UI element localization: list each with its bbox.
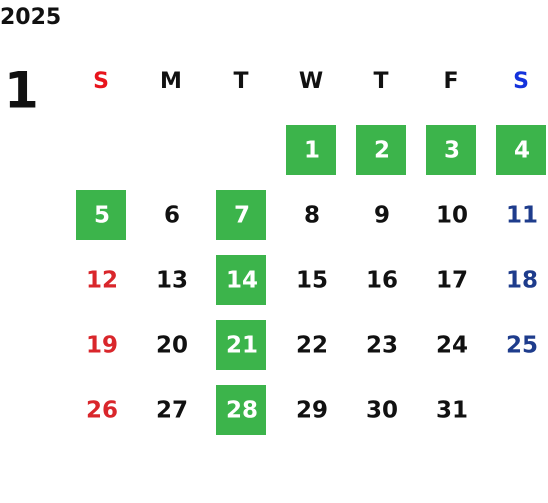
day-number: 23 (366, 333, 398, 359)
day-number: 17 (436, 268, 468, 294)
day-number: 2 (374, 138, 390, 164)
highlight-box (286, 125, 336, 175)
day-number: 25 (506, 333, 538, 359)
day-number: 21 (226, 333, 258, 359)
day-number: 13 (156, 268, 188, 294)
day-number: 20 (156, 333, 188, 359)
weekday-label: S (513, 69, 529, 94)
day-number: 15 (296, 268, 328, 294)
highlight-box (216, 255, 266, 305)
day-number: 5 (94, 203, 110, 229)
day-number: 8 (304, 203, 320, 229)
weekday-label: W (299, 69, 323, 94)
day-number: 16 (366, 268, 398, 294)
month: 1 (4, 62, 39, 120)
day-number: 14 (226, 268, 258, 294)
weekday-label: F (443, 69, 458, 94)
weekday-label: T (233, 69, 248, 94)
weekday-label: M (160, 69, 182, 94)
highlight-box (76, 190, 126, 240)
day-number: 30 (366, 398, 398, 424)
day-number: 31 (436, 398, 468, 424)
highlight-box (496, 125, 546, 175)
weekday-label: S (93, 69, 109, 94)
day-number: 22 (296, 333, 328, 359)
day-number: 28 (226, 398, 258, 424)
highlight-box (216, 190, 266, 240)
day-number: 12 (86, 268, 118, 294)
weekday-label: T (373, 69, 388, 94)
highlight-box (426, 125, 476, 175)
day-number: 26 (86, 398, 118, 424)
day-number: 7 (234, 203, 250, 229)
day-number: 10 (436, 203, 468, 229)
day-number: 24 (436, 333, 468, 359)
highlight-box (356, 125, 406, 175)
day-number: 18 (506, 268, 538, 294)
highlight-box (216, 385, 266, 435)
day-number: 3 (444, 138, 460, 164)
day-number: 27 (156, 398, 188, 424)
day-number: 9 (374, 203, 390, 229)
day-number: 19 (86, 333, 118, 359)
highlight-box (216, 320, 266, 370)
day-number: 11 (506, 203, 538, 229)
day-number: 29 (296, 398, 328, 424)
day-number: 1 (304, 138, 320, 164)
day-number: 4 (514, 138, 530, 164)
day-number: 6 (164, 203, 180, 229)
year: 2025 (0, 5, 61, 30)
